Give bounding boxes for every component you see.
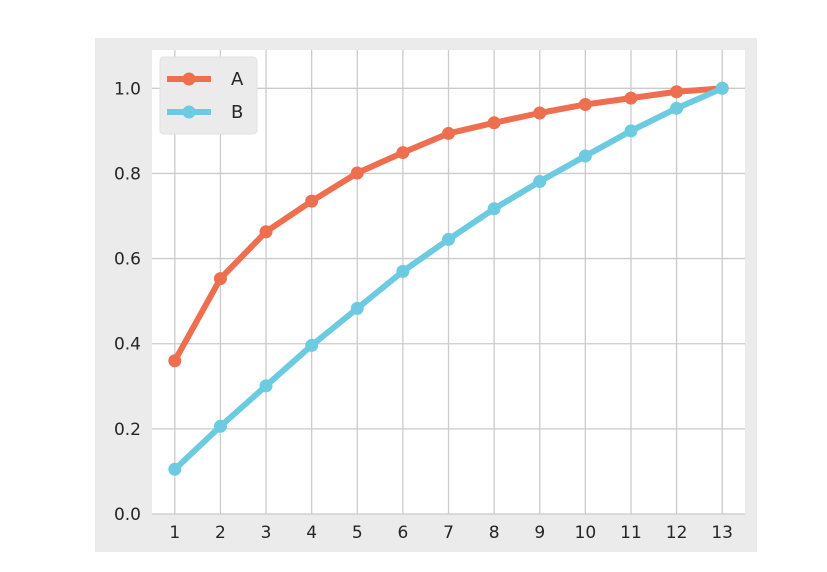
grid-lines xyxy=(152,50,745,515)
x-axis-ticks: 1 2 3 4 5 6 7 8 9 10 11 12 13 xyxy=(169,523,733,543)
x-tick-label: 9 xyxy=(534,523,545,543)
data-point-a xyxy=(168,354,182,368)
x-tick-label: 1 xyxy=(169,523,180,543)
data-point-b xyxy=(715,81,729,95)
data-point-a xyxy=(624,91,638,105)
data-point-a xyxy=(213,272,227,286)
data-point-b xyxy=(442,232,455,246)
y-tick-label: 0.4 xyxy=(114,335,141,355)
x-tick-label: 4 xyxy=(306,523,317,543)
x-tick-label: 2 xyxy=(215,523,226,543)
x-tick-label: 13 xyxy=(711,523,733,543)
legend-marker-a xyxy=(182,72,196,86)
data-point-b xyxy=(305,338,319,352)
x-tick-label: 10 xyxy=(575,523,597,543)
data-point-b xyxy=(578,149,592,163)
data-point-a xyxy=(578,97,592,111)
legend-label-a: A xyxy=(231,69,244,90)
data-point-a xyxy=(350,166,364,180)
x-tick-label: 11 xyxy=(620,523,642,543)
y-tick-label: 0.0 xyxy=(114,505,141,525)
x-tick-label: 7 xyxy=(443,523,454,543)
y-tick-label: 0.2 xyxy=(114,420,141,440)
y-tick-label: 1.0 xyxy=(114,79,141,99)
data-point-a xyxy=(533,106,547,120)
data-point-b xyxy=(487,202,501,216)
legend-label-b: B xyxy=(231,102,243,123)
x-tick-label: 5 xyxy=(352,523,363,543)
data-point-b xyxy=(624,124,638,138)
data-point-b xyxy=(259,379,273,393)
data-point-b xyxy=(168,462,182,476)
data-point-a xyxy=(487,116,501,130)
data-point-a xyxy=(259,225,273,239)
data-point-a xyxy=(442,126,455,140)
x-tick-label: 12 xyxy=(666,523,688,543)
legend-marker-b xyxy=(182,105,196,119)
legend: A B xyxy=(159,56,258,135)
series-group xyxy=(168,81,729,476)
data-point-b xyxy=(533,175,547,189)
y-tick-label: 0.6 xyxy=(114,250,141,270)
data-point-b xyxy=(670,101,684,115)
y-axis-ticks: 0.0 0.2 0.4 0.6 0.8 1.0 xyxy=(114,79,141,525)
data-point-a xyxy=(305,194,319,208)
x-tick-label: 3 xyxy=(261,523,272,543)
data-point-b xyxy=(396,264,410,278)
x-tick-label: 6 xyxy=(397,523,408,543)
x-tick-label: 8 xyxy=(489,523,500,543)
data-point-a xyxy=(670,85,684,99)
data-point-b xyxy=(350,301,364,315)
y-tick-label: 0.8 xyxy=(114,164,141,184)
data-point-a xyxy=(396,146,410,160)
data-point-b xyxy=(213,419,227,433)
